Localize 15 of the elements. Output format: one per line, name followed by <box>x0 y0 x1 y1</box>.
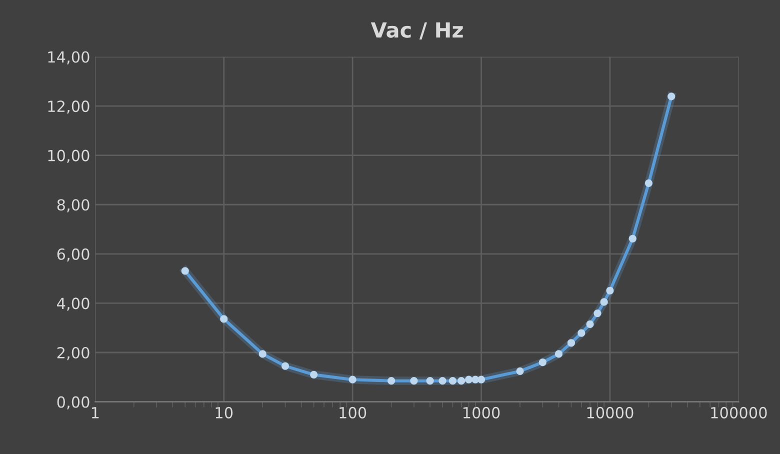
y-tick-label: 12,00 <box>48 100 90 114</box>
x-tick-label: 1 <box>92 407 99 418</box>
y-tick-label: 4,00 <box>57 298 90 311</box>
y-tick-label: 6,00 <box>57 248 90 262</box>
y-tick-label: 2,00 <box>57 346 90 360</box>
x-tick-label: 10 <box>216 406 233 418</box>
chart-title: Vac / Hz <box>370 22 463 40</box>
x-tick-label: 10000 <box>587 406 634 418</box>
y-tick-label: 10,00 <box>48 150 90 163</box>
y-tick-label: 8,00 <box>57 199 90 212</box>
x-tick-label: 100000 <box>711 406 767 418</box>
y-tick-label: 14,00 <box>48 51 90 64</box>
x-tick-label: 100 <box>340 406 366 418</box>
x-tick-label: 1000 <box>463 406 500 418</box>
y-tick-label: 0,00 <box>57 396 90 410</box>
